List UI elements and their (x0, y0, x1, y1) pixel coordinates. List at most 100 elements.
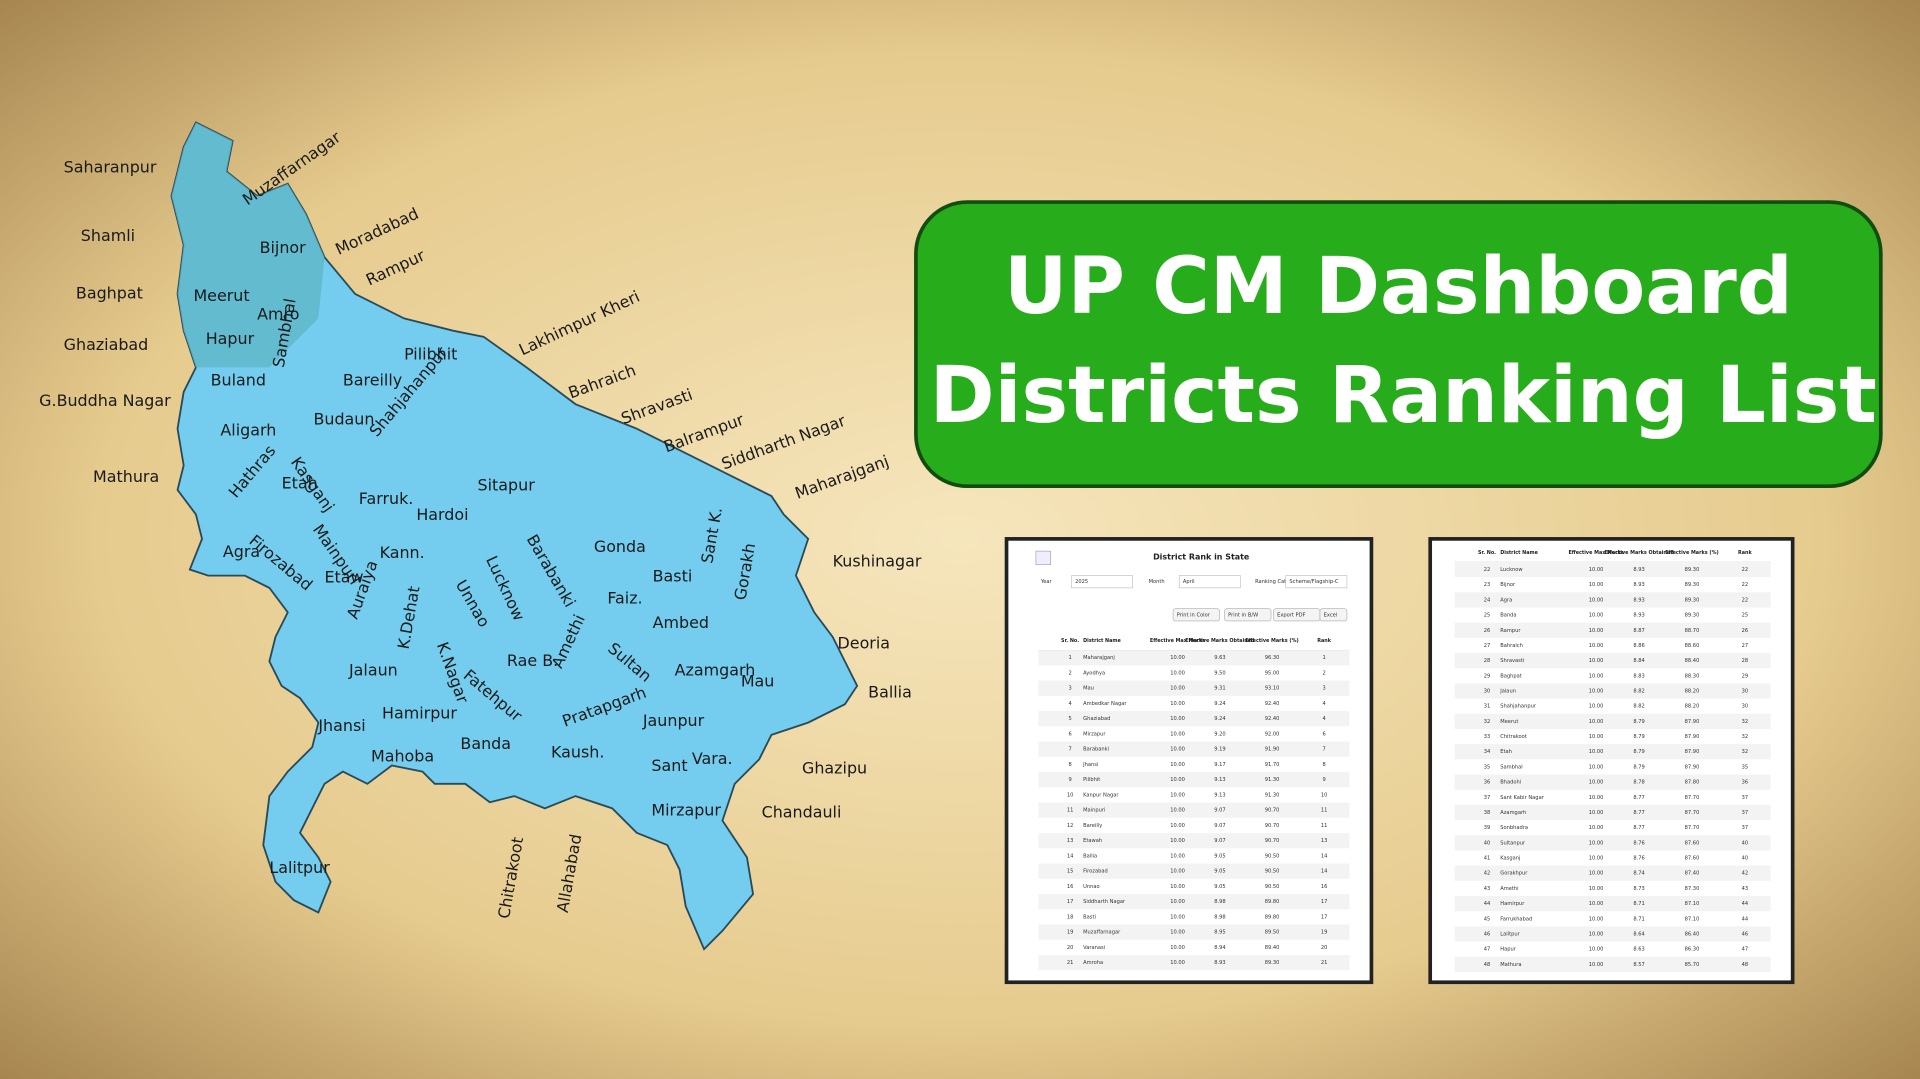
table-cell: 8.78 (1633, 780, 1644, 786)
table-cell: Azamgarh (1500, 810, 1526, 816)
table-cell: 10.00 (1170, 884, 1185, 890)
button[interactable] (1224, 608, 1272, 622)
table-cell: 86.30 (1685, 947, 1700, 953)
table-cell: 10.00 (1589, 810, 1604, 816)
district-label: G.Buddha Nagar (39, 391, 171, 410)
table-cell: 16 (1321, 884, 1328, 890)
table-cell: 11 (1321, 823, 1328, 829)
district-label: Hapur (206, 329, 255, 348)
table-cell: 1 (1068, 655, 1071, 661)
table-cell: 42 (1484, 871, 1491, 877)
table-cell: 10.00 (1589, 689, 1604, 695)
district-label: Deoria (838, 634, 890, 653)
table-cell: 9.50 (1214, 670, 1225, 676)
district-label: Saharanpur (64, 157, 157, 176)
table-cell: 9.07 (1214, 823, 1225, 829)
table-cell: 91.30 (1265, 792, 1280, 798)
table-cell: 11 (1067, 808, 1074, 814)
table-header: District Name (1500, 550, 1538, 556)
table-cell: 10.00 (1170, 945, 1185, 951)
table-cell: 10.00 (1170, 914, 1185, 920)
district-label: Rae B. (507, 651, 558, 670)
table-cell: 10.00 (1170, 731, 1185, 737)
table-cell: Mirzapur (1083, 731, 1106, 737)
table-cell: 87.90 (1685, 719, 1700, 725)
table-cell: 36 (1484, 780, 1491, 786)
table-cell: 10 (1067, 792, 1074, 798)
table-cell: 10.00 (1589, 673, 1604, 679)
table-cell: 33 (1484, 734, 1491, 740)
row-stripe (1454, 653, 1771, 669)
table-header: Effective Marks Obtained (1604, 550, 1674, 556)
table-cell: 87.70 (1685, 825, 1700, 831)
table-cell: 10.00 (1170, 869, 1185, 875)
row-stripe (1454, 835, 1771, 851)
table-cell: 22 (1742, 567, 1749, 573)
table-cell: 31 (1484, 704, 1491, 710)
table-cell: 87.90 (1685, 734, 1700, 740)
district-label: Mahoba (371, 746, 434, 765)
district-label: Farruk. (359, 489, 414, 508)
table-cell: 89.30 (1685, 582, 1700, 588)
table-cell: 9.05 (1214, 853, 1225, 859)
table-cell: 9.19 (1214, 747, 1225, 753)
row-stripe (1038, 711, 1350, 727)
table-cell: Banda (1500, 613, 1516, 619)
table-cell: Kasganj (1500, 856, 1520, 862)
filter-value: Scheme/Flagship-C (1289, 579, 1339, 585)
table-cell: 8.63 (1633, 947, 1644, 953)
table-cell: 44 (1742, 901, 1749, 907)
table-cell: 8.79 (1633, 719, 1644, 725)
table-cell: 89.30 (1265, 960, 1280, 966)
button-label: Excel (1324, 612, 1338, 618)
table-cell: Meerut (1500, 719, 1518, 725)
table-cell: 8.77 (1633, 810, 1644, 816)
table-cell: 32 (1742, 719, 1749, 725)
button[interactable] (1172, 608, 1220, 622)
district-label: Azamgarh (675, 661, 756, 680)
table-cell: 8.93 (1633, 613, 1644, 619)
table-cell: 87.10 (1685, 916, 1700, 922)
table-cell: 87.80 (1685, 780, 1700, 786)
table-header: District Name (1083, 638, 1121, 644)
table-cell: 10.00 (1170, 792, 1185, 798)
district-label: Buland (211, 370, 266, 389)
table-cell: 10.00 (1589, 856, 1604, 862)
district-label: Agra (223, 542, 260, 561)
table-cell: 37 (1484, 795, 1491, 801)
table-cell: 46 (1484, 931, 1491, 937)
table-cell: 27 (1742, 643, 1749, 649)
table-cell: Barabanki (1083, 747, 1109, 753)
table-cell: 37 (1742, 810, 1749, 816)
table-title: District Rank in State (1153, 553, 1250, 562)
button[interactable] (1319, 608, 1348, 622)
table-cell: 40 (1484, 840, 1491, 846)
table-cell: 14 (1067, 853, 1074, 859)
filter-box (1178, 575, 1241, 589)
table-cell: Unnao (1083, 884, 1100, 890)
table-cell: 8.93 (1633, 567, 1644, 573)
table-cell: 43 (1742, 886, 1749, 892)
table-cell: Mau (1083, 686, 1094, 692)
table-cell: 8.71 (1633, 901, 1644, 907)
table-cell: 45 (1484, 916, 1491, 922)
table-cell: Amethi (1500, 886, 1518, 892)
table-cell: 40 (1742, 840, 1749, 846)
table-cell: Amroha (1083, 960, 1103, 966)
state-outline (170, 121, 859, 951)
filter-value: 2025 (1075, 579, 1088, 585)
table-cell: 87.10 (1685, 901, 1700, 907)
row-stripe (1038, 955, 1350, 971)
district-label: Banda (460, 734, 511, 753)
table-cell: 44 (1484, 901, 1491, 907)
table-cell: Gorakhpur (1500, 871, 1528, 877)
table-header: Effective Marks Obtained (1185, 638, 1255, 644)
table-cell: 10 (1321, 792, 1328, 798)
district-label: Amro (257, 304, 299, 323)
table-cell: 10.00 (1589, 962, 1604, 968)
table-cell: 10.00 (1170, 823, 1185, 829)
filter-label: Month (1149, 579, 1165, 585)
table-cell: 89.30 (1685, 597, 1700, 603)
table-cell: 9.05 (1214, 869, 1225, 875)
table-cell: Mainpuri (1083, 808, 1105, 814)
